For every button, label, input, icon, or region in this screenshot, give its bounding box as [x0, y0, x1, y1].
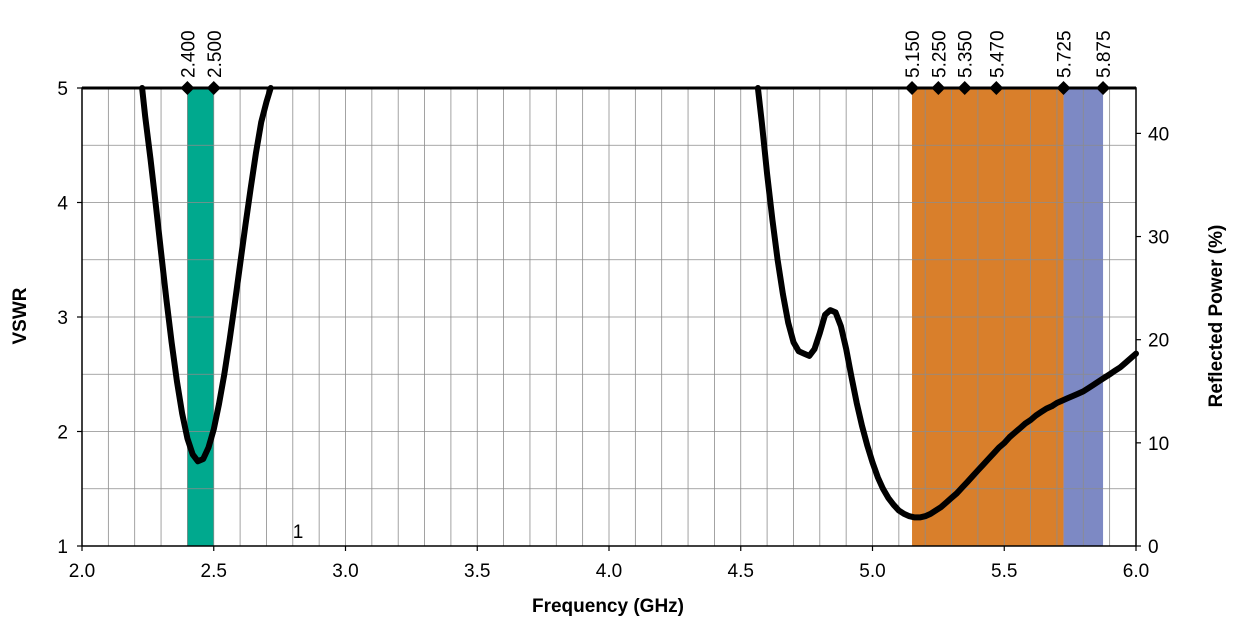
x-tick-label: 2.0	[69, 561, 95, 582]
band-marker-label: 5.350	[956, 30, 977, 78]
y-axis-ticks: 1 2 3 4 5	[57, 79, 82, 558]
band-marker-diamond	[905, 81, 920, 95]
band-marker-label: 5.250	[929, 30, 950, 78]
annotation-layer: 1	[293, 522, 304, 543]
y2-tick-label: 0	[1148, 537, 1159, 558]
y2-tick-label: 20	[1148, 331, 1169, 352]
band-marker-label: 5.725	[1055, 30, 1076, 78]
band-marker-diamond	[206, 81, 221, 95]
x-tick-label: 5.0	[859, 561, 885, 582]
x-axis-title: Frequency (GHz)	[532, 596, 684, 617]
annotation-label: 1	[293, 522, 304, 543]
y-tick-label: 1	[57, 537, 68, 558]
x-tick-label: 4.5	[728, 561, 754, 582]
band-marker-label: 2.500	[205, 30, 226, 78]
band-marker-label: 5.875	[1094, 30, 1115, 78]
x-tick-label: 2.5	[201, 561, 227, 582]
x-tick-label: 3.5	[464, 561, 490, 582]
x-tick-label: 5.5	[991, 561, 1017, 582]
band-marker-label: 2.400	[178, 30, 199, 78]
vswr-series-line-1	[754, 85, 1139, 521]
y2-axis-title: Reflected Power (%)	[1206, 225, 1227, 408]
y-tick-label: 4	[57, 194, 68, 215]
x-tick-label: 4.0	[596, 561, 622, 582]
band-marker-diamond	[957, 81, 972, 95]
y2-tick-label: 40	[1148, 124, 1169, 145]
band-marker-diamond	[931, 81, 946, 95]
band-marker-label: 5.150	[903, 30, 924, 78]
x-tick-label: 6.0	[1123, 561, 1149, 582]
band-marker-diamond	[989, 81, 1004, 95]
y2-tick-label: 30	[1148, 228, 1169, 249]
band-marker-diamond	[180, 81, 195, 95]
band-marker-layer: 2.400 2.500 5.150 5.250 5.350 5.470 5.725 5.875	[178, 30, 1115, 95]
y-tick-label: 2	[57, 423, 68, 444]
band-marker-label: 5.470	[987, 30, 1008, 78]
grid-layer	[81, 87, 1137, 547]
band-marker-diamond	[1096, 81, 1111, 95]
y-axis-title: VSWR	[10, 287, 31, 344]
band-marker-diamond	[1056, 81, 1071, 95]
x-axis-ticks: 2.0 2.5 3.0 3.5 4.0 4.5 5.0 5.5 6.0	[69, 546, 1149, 582]
y2-tick-label: 10	[1148, 434, 1169, 455]
series-layer	[139, 85, 1139, 521]
y-tick-label: 5	[57, 79, 68, 100]
y2-axis-ticks: 0 10 20 30 40	[1136, 124, 1169, 558]
y-tick-label: 3	[57, 308, 68, 329]
vswr-series-line-0	[139, 85, 274, 465]
x-tick-label: 3.0	[332, 561, 358, 582]
